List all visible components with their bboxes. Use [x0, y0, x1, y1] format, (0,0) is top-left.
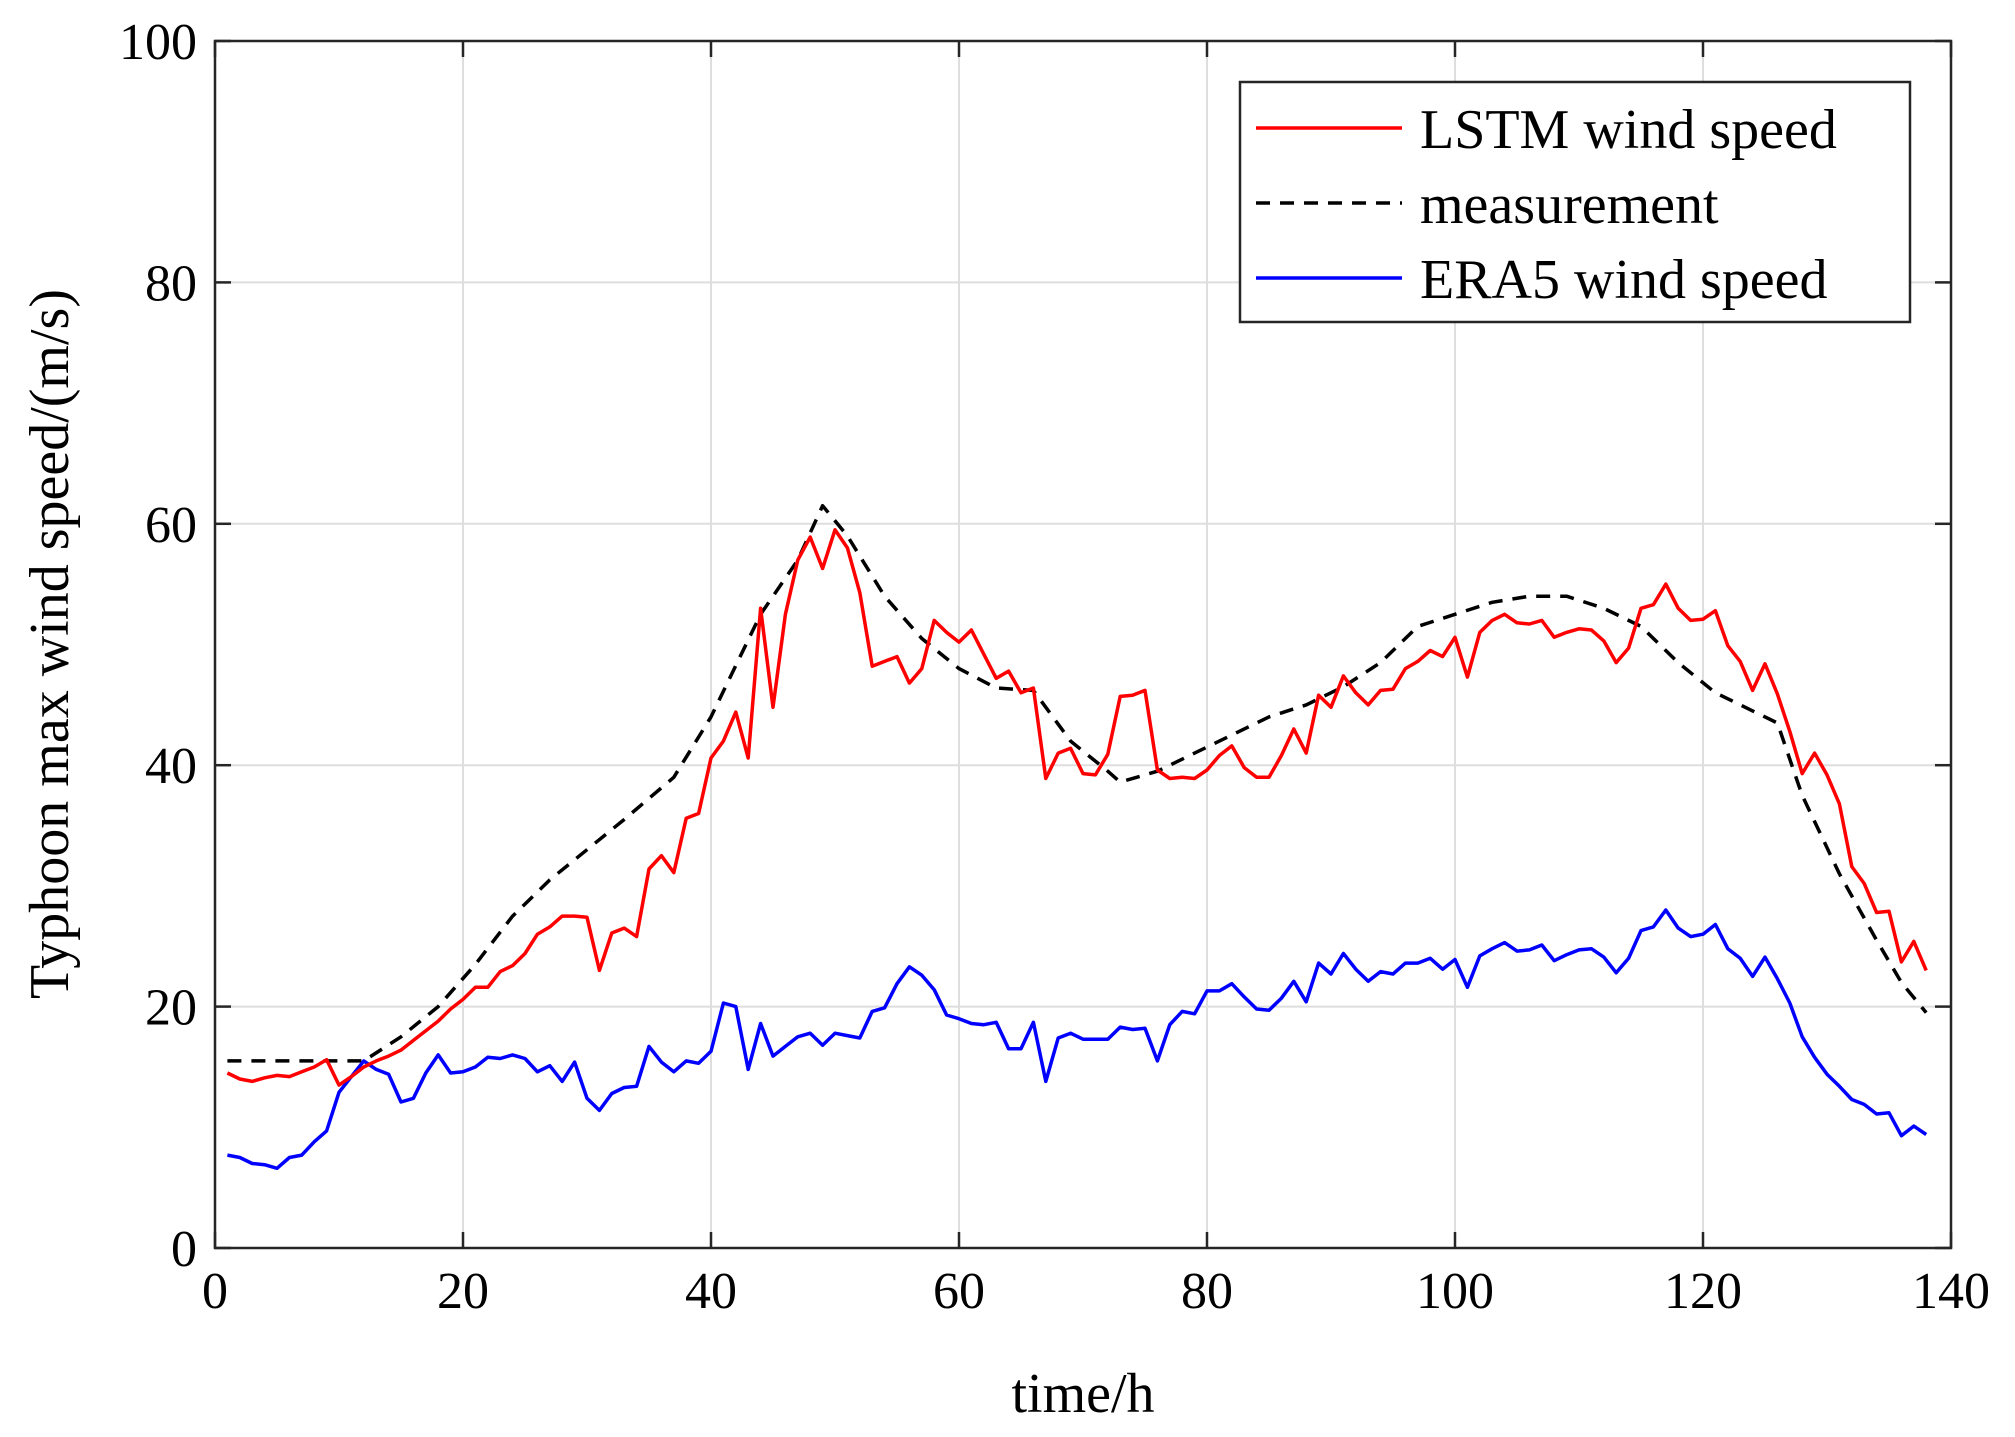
legend-box [1238, 80, 1912, 324]
y-tick-label: 100 [119, 14, 197, 71]
x-axis-label: time/h [1011, 1363, 1154, 1425]
x-tick-label: 60 [933, 1263, 985, 1320]
y-axis-label: Typhoon max wind speed/(m/s) [19, 289, 81, 999]
legend-label-lstm: LSTM wind speed [1420, 99, 1837, 161]
x-tick-label: 20 [437, 1263, 489, 1320]
x-tick-label: 100 [1416, 1263, 1494, 1320]
x-tick-label: 0 [202, 1263, 228, 1320]
series-layer [226, 503, 1928, 1171]
x-tick-label: 140 [1912, 1263, 1990, 1320]
legend: LSTM wind speed measurement ERA5 wind sp… [1238, 80, 1912, 324]
series-line-measurement [227, 503, 1928, 1063]
series-line-era5-wind-speed [227, 908, 1928, 1171]
legend-label-measurement: measurement [1420, 174, 1719, 236]
y-tick-label: 60 [145, 497, 197, 554]
x-tick-label: 120 [1664, 1263, 1742, 1320]
y-tick-label: 0 [171, 1221, 197, 1278]
tick-labels: 0 20 40 60 80 100 120 140 0 20 40 60 80 100 [119, 14, 1990, 1320]
legend-label-era5: ERA5 wind speed [1420, 249, 1828, 311]
x-tick-label: 40 [685, 1263, 737, 1320]
plot-area-frame [213, 39, 1953, 1250]
series-line-lstm-wind-speed [226, 528, 1928, 1087]
y-tick-label: 40 [145, 738, 197, 795]
ticks [213, 39, 1953, 1250]
x-tick-label: 80 [1181, 1263, 1233, 1320]
y-tick-label: 20 [145, 980, 197, 1037]
y-tick-label: 80 [145, 255, 197, 312]
